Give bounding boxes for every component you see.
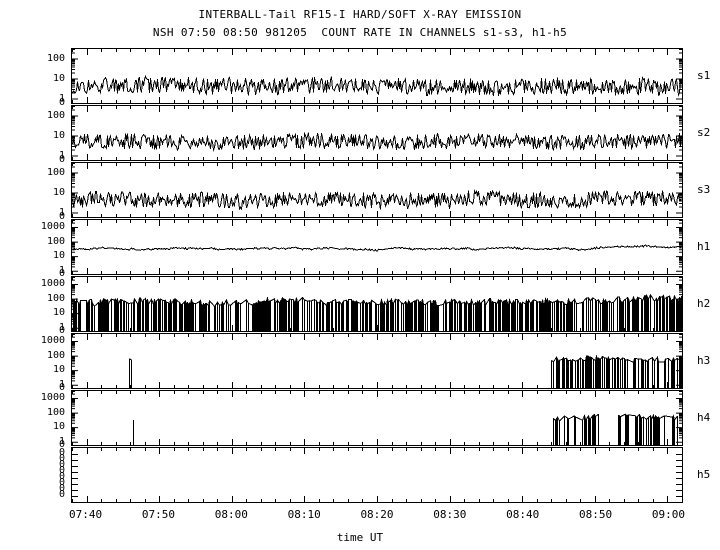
ytick-label-h2: 10 bbox=[52, 307, 65, 319]
ytick-label-h1: 100 bbox=[46, 235, 65, 247]
ytick-label-h3: 1 bbox=[58, 378, 65, 390]
ytick-label-s1: 1 bbox=[58, 92, 65, 104]
data-trace-h3 bbox=[129, 354, 682, 388]
data-trace-h2 bbox=[73, 293, 682, 331]
ytick-label-h5: 0 bbox=[58, 477, 65, 488]
panel-s3 bbox=[71, 162, 683, 218]
channel-label-h3: h3 bbox=[697, 354, 711, 367]
ytick-label-h2: 0 bbox=[58, 325, 65, 336]
ytick-label-s1: 100 bbox=[46, 52, 65, 64]
channel-label-h4: h4 bbox=[697, 411, 711, 424]
channel-label-s1: s1 bbox=[697, 69, 711, 82]
ytick-label-h2: 100 bbox=[46, 292, 65, 304]
ytick-label-s2: 1 bbox=[58, 149, 65, 161]
plot-title: INTERBALL-Tail RF15-I HARD/SOFT X-RAY EM… bbox=[198, 8, 522, 21]
ytick-label-s3: 10 bbox=[52, 186, 65, 198]
ytick-label-h4: 100 bbox=[46, 406, 65, 418]
plot-subtitle: NSH 07:50 08:50 981205 COUNT RATE IN CHA… bbox=[152, 26, 568, 39]
xtick-label: 07:40 bbox=[69, 508, 103, 521]
ytick-label-h5: 0 bbox=[58, 465, 65, 476]
ytick-label-s2: 0 bbox=[58, 154, 65, 165]
channel-label-s3: s3 bbox=[697, 183, 711, 196]
ytick-label-h3: 10 bbox=[52, 364, 65, 376]
ytick-label-h5: 0 bbox=[58, 447, 65, 458]
ytick-label-h1: 1000 bbox=[40, 220, 65, 232]
trace-h4 bbox=[72, 391, 682, 445]
ytick-label-s1: 10 bbox=[52, 72, 65, 84]
trace-s1 bbox=[72, 49, 682, 103]
x-ticks-h3 bbox=[72, 334, 682, 388]
ytick-label-h3: 1000 bbox=[40, 334, 65, 346]
xtick-label: 08:00 bbox=[214, 508, 248, 521]
data-trace-s3 bbox=[72, 189, 682, 211]
channel-label-h5: h5 bbox=[697, 468, 711, 481]
ytick-label-h1: 10 bbox=[52, 250, 65, 262]
ytick-label-h1: 0 bbox=[58, 268, 65, 279]
x-ticks-h4 bbox=[72, 391, 682, 445]
xtick-label: 08:10 bbox=[287, 508, 321, 521]
ytick-label-h4: 10 bbox=[52, 421, 65, 433]
x-axis-title: time UT bbox=[336, 531, 384, 544]
ytick-label-s2: 100 bbox=[46, 109, 65, 121]
xtick-label: 08:30 bbox=[433, 508, 467, 521]
y-ticks-s3 bbox=[72, 163, 682, 214]
ytick-label-h3: 0 bbox=[58, 382, 65, 393]
ytick-label-h2: 1000 bbox=[40, 277, 65, 289]
ytick-label-s2: 10 bbox=[52, 129, 65, 141]
x-ticks-s2 bbox=[72, 106, 682, 160]
panel-h1 bbox=[71, 219, 683, 275]
ytick-label-s3: 1 bbox=[58, 206, 65, 218]
x-ticks-s3 bbox=[72, 163, 682, 217]
y-ticks-h4 bbox=[72, 391, 682, 443]
panel-s1 bbox=[71, 48, 683, 104]
xtick-label: 08:40 bbox=[506, 508, 540, 521]
xtick-label: 08:50 bbox=[579, 508, 613, 521]
xtick-label: 09:00 bbox=[651, 508, 685, 521]
ytick-label-h5: 0 bbox=[58, 459, 65, 470]
x-ticks-s1 bbox=[72, 49, 682, 103]
ytick-label-h4: 0 bbox=[58, 439, 65, 450]
ytick-label-h2: 1 bbox=[58, 321, 65, 333]
ytick-label-s1: 0 bbox=[58, 97, 65, 108]
data-trace-s2 bbox=[72, 131, 682, 152]
channel-label-h2: h2 bbox=[697, 297, 711, 310]
xtick-label: 08:20 bbox=[360, 508, 394, 521]
panel-h3 bbox=[71, 333, 683, 389]
channel-label-h1: h1 bbox=[697, 240, 711, 253]
ytick-label-h4: 1000 bbox=[40, 391, 65, 403]
ytick-label-h5: 0 bbox=[58, 489, 65, 500]
x-ticks-h5 bbox=[72, 448, 682, 502]
y-ticks-h1 bbox=[72, 220, 682, 272]
panel-h4 bbox=[71, 390, 683, 446]
xtick-label: 07:50 bbox=[141, 508, 175, 521]
ytick-label-h5: 0 bbox=[58, 453, 65, 464]
y-ticks-s2 bbox=[72, 106, 682, 157]
ytick-label-s3: 100 bbox=[46, 166, 65, 178]
data-trace-s1 bbox=[72, 75, 682, 97]
trace-h3 bbox=[72, 334, 682, 388]
panel-s2 bbox=[71, 105, 683, 161]
trace-s2 bbox=[72, 106, 682, 160]
ytick-label-h3: 100 bbox=[46, 349, 65, 361]
x-ticks-h1 bbox=[72, 220, 682, 274]
trace-s3 bbox=[72, 163, 682, 217]
trace-h5 bbox=[72, 448, 682, 502]
channel-label-s2: s2 bbox=[697, 126, 711, 139]
ytick-label-h5: 0 bbox=[58, 483, 65, 494]
panel-h2 bbox=[71, 276, 683, 332]
ytick-label-h4: 1 bbox=[58, 435, 65, 447]
ytick-label-h5: 0 bbox=[58, 471, 65, 482]
y-ticks-h5 bbox=[72, 454, 682, 497]
data-trace-h1 bbox=[72, 244, 682, 252]
trace-h2 bbox=[72, 277, 682, 331]
ytick-label-h1: 1 bbox=[58, 264, 65, 276]
ytick-label-s3: 0 bbox=[58, 211, 65, 222]
trace-h1 bbox=[72, 220, 682, 274]
data-trace-h4 bbox=[133, 413, 678, 445]
panel-h5 bbox=[71, 447, 683, 503]
